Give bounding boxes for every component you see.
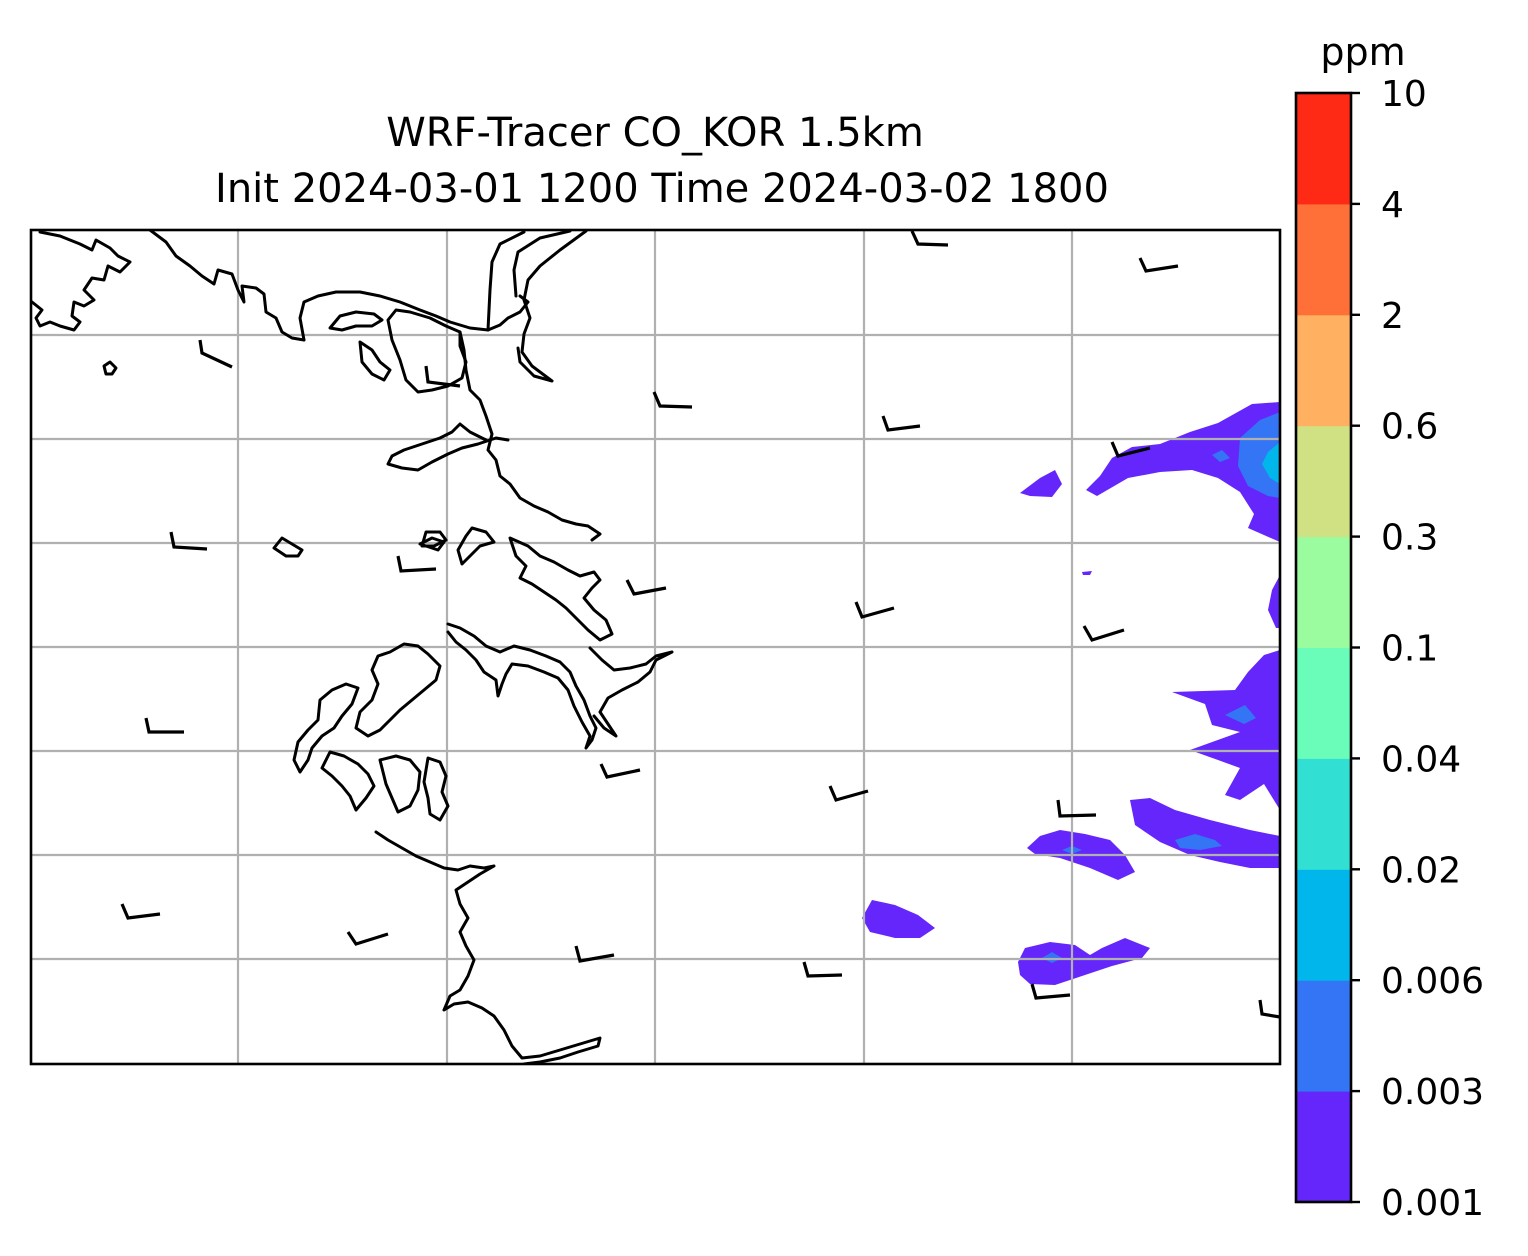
wind-barb	[120, 903, 161, 920]
coastline-north-bay	[298, 290, 530, 342]
colorbar-tick-label: 10	[1381, 74, 1427, 115]
colorbar-band	[1296, 425, 1351, 538]
wind-barb	[1258, 999, 1280, 1019]
coastline-southeast	[588, 646, 674, 738]
colorbar-band	[1296, 93, 1351, 205]
colorbar-tick-label: 0.02	[1381, 850, 1461, 891]
coastlines	[31, 230, 674, 1064]
colorbar-tick-label: 2	[1381, 296, 1404, 337]
colorbar-tick-label: 4	[1381, 185, 1404, 226]
colorbar-band	[1296, 314, 1351, 427]
contour-ne-lowest	[1086, 402, 1280, 542]
contour-mid-east-second	[1225, 705, 1256, 724]
colorbar-band	[1296, 536, 1351, 648]
coastline-archipelago-1	[354, 642, 442, 738]
wind-barb	[599, 763, 641, 779]
contour-speck	[1082, 571, 1092, 575]
wind-barb	[169, 531, 208, 551]
coastline-archipelago-3	[320, 750, 376, 812]
wind-barb	[1138, 257, 1179, 273]
colorbar-band	[1296, 203, 1351, 316]
island-small-2	[272, 536, 304, 558]
wind-barb	[1030, 983, 1071, 1000]
colorbar-tick-label: 0.003	[1381, 1072, 1484, 1113]
wind-barb	[396, 555, 437, 573]
wind-barb	[424, 365, 461, 388]
colorbar-band	[1296, 647, 1351, 759]
contour-band	[1130, 798, 1280, 868]
colorbar-band	[1296, 869, 1351, 981]
contour-small-blob-1	[1020, 470, 1062, 497]
contour-mid-east	[1172, 650, 1280, 810]
map-frame	[29, 228, 1282, 1066]
gridlines	[31, 230, 1280, 1064]
title-line-1: WRF-Tracer CO_KOR 1.5km	[386, 110, 924, 156]
colorbar-band	[1296, 1091, 1351, 1203]
colorbar-band	[1296, 758, 1351, 870]
coastline-main-west	[458, 330, 602, 542]
coastline-river-left	[486, 230, 526, 332]
wind-barb	[652, 391, 693, 409]
wind-barb	[198, 339, 233, 369]
contour-blob-4	[1018, 938, 1150, 985]
wind-barb	[574, 945, 615, 963]
coastline-gulf-inner	[358, 340, 392, 382]
wind-barb	[802, 961, 843, 978]
wind-barb	[144, 717, 184, 734]
colorbar-unit: ppm	[1320, 30, 1405, 74]
colorbar-tick-label: 0.6	[1381, 407, 1438, 448]
wind-barb	[1082, 625, 1125, 642]
coastline-central-2	[508, 536, 614, 642]
coastline-archipelago-4	[378, 754, 450, 822]
contour-ne-second-small	[1212, 450, 1230, 462]
wind-barb	[910, 230, 949, 247]
map-panel	[31, 230, 1280, 1064]
coastline-peninsula	[386, 422, 510, 472]
wind-barb	[881, 415, 921, 432]
colorbar-ticks: 0.001 0.003 0.006 0.02 0.04 0.1 0.3 0.6 2 4 10	[1351, 74, 1484, 1224]
colorbar-tick-label: 0.001	[1381, 1183, 1484, 1224]
wind-barb	[1110, 441, 1151, 458]
contour-blob-3	[862, 900, 935, 938]
contour-east-edge	[1268, 575, 1280, 628]
coastline-gulf	[386, 308, 468, 394]
contour-blob-4-second	[1042, 952, 1062, 963]
coastline-archipelago-2	[292, 682, 360, 774]
island-north	[328, 310, 384, 332]
colorbar-tick-label: 0.04	[1381, 739, 1461, 780]
colorbar-bands	[1296, 93, 1351, 1203]
island-small-3	[418, 536, 446, 552]
title-line-2: Init 2024-03-01 1200 Time 2024-03-02 180…	[215, 166, 1109, 212]
colorbar-tick-label: 0.1	[1381, 629, 1438, 670]
colorbar-tick-label: 0.3	[1381, 518, 1438, 559]
wind-barb	[1056, 799, 1097, 818]
coastline-south-tip	[374, 830, 602, 1064]
contour-band-second	[1175, 834, 1222, 850]
colorbar: ppm 0.001 0.003 0.006 0.02 0.04 0.1 0.3 0.6 2 4 10	[1294, 30, 1484, 1224]
wind-barb	[828, 785, 869, 802]
wind-barbs	[120, 230, 1280, 1019]
coastline-south-main	[446, 622, 598, 750]
contour-ne-third	[1262, 442, 1280, 484]
tracer-contours	[862, 402, 1280, 985]
wind-barb	[625, 579, 667, 596]
colorbar-tick-label: 0.006	[1381, 961, 1484, 1002]
coastline-northwest	[31, 230, 132, 332]
wind-barb	[854, 601, 895, 619]
colorbar-band	[1296, 980, 1351, 1092]
wind-barb	[346, 931, 389, 946]
island-small-1	[102, 360, 118, 376]
coastline-river-right	[512, 230, 588, 383]
coastline-northwest-2	[148, 230, 306, 342]
